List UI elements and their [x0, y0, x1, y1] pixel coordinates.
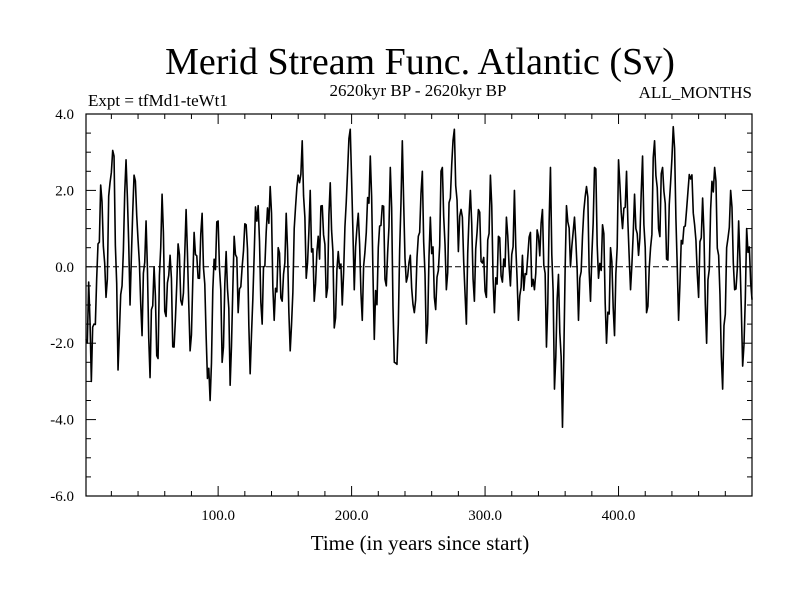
series-line: [85, 125, 753, 429]
months-label: ALL_MONTHS: [639, 83, 752, 102]
y-tick-label: -6.0: [50, 489, 74, 505]
plot-frame: [85, 113, 753, 497]
x-tick-label: 300.0: [468, 508, 502, 524]
x-tick-label: 400.0: [602, 508, 636, 524]
y-tick-label: 2.0: [55, 183, 74, 199]
y-tick-label: 4.0: [55, 107, 74, 123]
y-tick-label: 0.0: [55, 260, 74, 276]
x-axis-label: Time (in years since start): [311, 531, 530, 555]
y-tick-label: -2.0: [50, 336, 74, 352]
x-tick-label: 200.0: [335, 508, 369, 524]
experiment-label: Expt = tfMd1-teWt1: [88, 91, 228, 110]
y-tick-label: -4.0: [50, 413, 74, 429]
x-tick-label: 100.0: [201, 508, 235, 524]
period-label: 2620kyr BP - 2620kyr BP: [330, 81, 507, 100]
chart-title: Merid Stream Func. Atlantic (Sv): [165, 41, 675, 83]
